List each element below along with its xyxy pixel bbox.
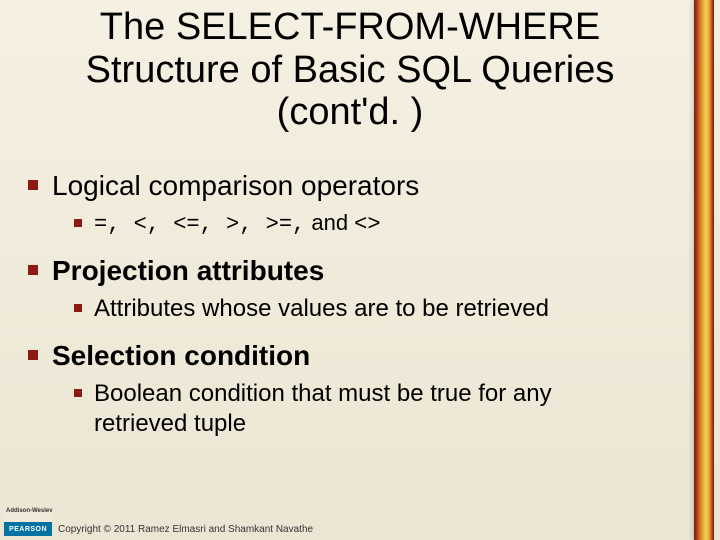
title-line-2: Structure of Basic SQL Queries [0,49,700,92]
square-bullet-icon [74,304,82,312]
subbullet-text: Boolean condition that must be true for … [94,379,634,439]
operators-ne: <> [354,212,380,237]
bullet-text: Selection condition [52,338,310,373]
subbullet-operators-list: =, <, <=, >, >=, and <> [74,209,668,239]
publisher-block: Addison-Wesley is an imprint of PEARSON [4,512,52,536]
bullet-projection-attributes: Projection attributes [28,253,668,288]
copyright-label: Copyright © 2011 Ramez Elmasri and Shamk… [58,524,313,535]
pearson-logo: PEARSON [4,512,52,536]
bullet-text: Projection attributes [52,253,324,288]
operators-mono: =, <, <=, >, >=, [94,212,305,237]
subbullet-text: =, <, <=, >, >=, and <> [94,209,381,239]
subbullet-text: Attributes whose values are to be retrie… [94,294,549,324]
square-bullet-icon [28,265,38,275]
operators-tail: and [305,210,354,235]
square-bullet-icon [74,389,82,397]
slide-body: Logical comparison operators =, <, <=, >… [28,168,668,439]
square-bullet-icon [28,180,38,190]
square-bullet-icon [74,219,82,227]
subbullet-selection-desc: Boolean condition that must be true for … [74,379,634,439]
title-line-1: The SELECT-FROM-WHERE [0,6,700,49]
bullet-logical-operators: Logical comparison operators [28,168,668,203]
pearson-text: PEARSON [9,526,47,533]
slide-title: The SELECT-FROM-WHERE Structure of Basic… [0,6,700,134]
bullet-selection-condition: Selection condition [28,338,668,373]
slide: The SELECT-FROM-WHERE Structure of Basic… [0,0,720,540]
subbullet-projection-desc: Attributes whose values are to be retrie… [74,294,668,324]
square-bullet-icon [28,350,38,360]
copyright-text: Copyright © 2011 Ramez Elmasri and Shamk… [58,524,313,535]
bullet-text: Logical comparison operators [52,168,419,203]
slide-footer: Addison-Wesley is an imprint of PEARSON … [4,512,313,536]
title-line-3: (cont'd. ) [0,91,700,134]
